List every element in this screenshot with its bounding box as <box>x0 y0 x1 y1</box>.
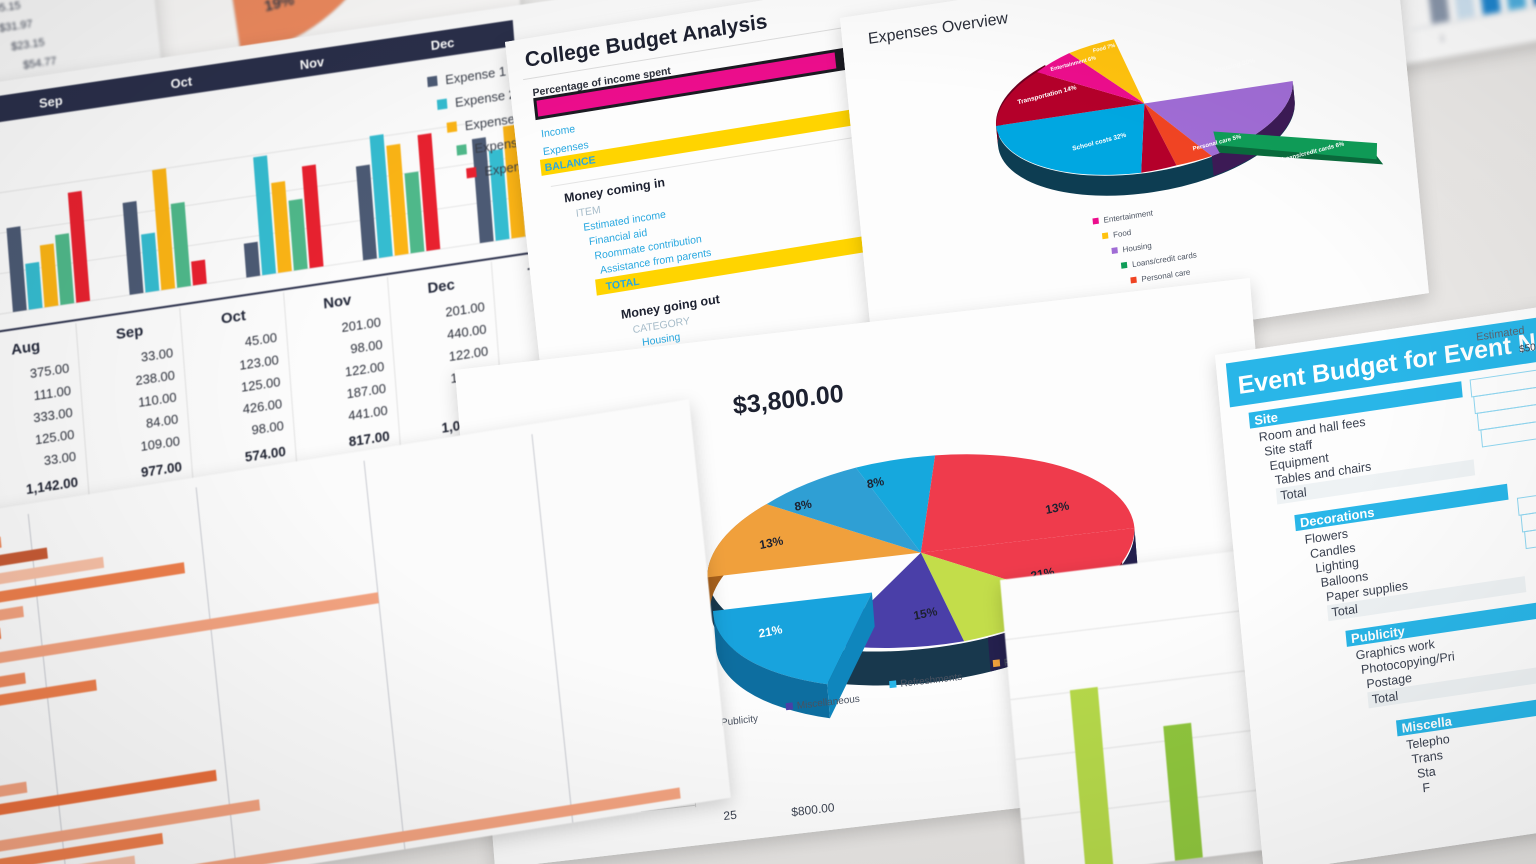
slice-label: 21% <box>757 622 783 641</box>
slice-label: 8% <box>793 496 813 513</box>
slice-program <box>707 504 921 578</box>
month-header-band: Aug Sep Oct Nov Dec <box>0 20 515 143</box>
value-cell: $23.15 <box>11 37 46 54</box>
table-cell: 201.00 <box>341 315 381 336</box>
slice-prizes <box>766 467 921 553</box>
estimated-value: $500.00 <box>1519 339 1536 355</box>
month-header: Nov <box>299 54 325 73</box>
gantt-sheet <box>0 399 731 864</box>
table-column-header: Sep <box>115 322 143 343</box>
legend-label: Housing <box>1122 241 1152 254</box>
table-cell: 109.00 <box>140 433 180 454</box>
budget-row: Balloons <box>1320 569 1369 590</box>
slice-personal-care <box>1144 103 1212 166</box>
table-column-header: Nov <box>323 292 353 313</box>
table-total-cell: 574.00 <box>244 444 286 465</box>
table-cell: 33.00 <box>43 449 76 469</box>
table-cell: 333.00 <box>33 405 73 426</box>
slice-food <box>1069 39 1145 104</box>
budget-row: Sta <box>1416 764 1436 781</box>
axis-tick-label: 25 <box>723 808 738 824</box>
budget-row: Total <box>1280 485 1307 503</box>
table-cell: 125.00 <box>241 374 281 395</box>
slice-label: 15% <box>912 604 938 623</box>
legend-label: Food <box>1113 228 1132 240</box>
slice-transportation <box>996 72 1145 126</box>
table-cell: 84.00 <box>145 411 178 431</box>
month-header: Sep <box>38 93 63 111</box>
table-cell: 111.00 <box>33 383 72 403</box>
budget-row: Total <box>1371 689 1398 707</box>
balance-row <box>539 103 890 176</box>
slice-refreshments <box>855 455 936 553</box>
month-header: Oct <box>170 73 193 91</box>
table-cell: 441.00 <box>348 403 388 424</box>
section-header: Site <box>1254 410 1279 428</box>
slice-label: Food 7% <box>1092 43 1116 55</box>
value-cell: $31.97 <box>0 18 33 35</box>
table-column-header: Dec <box>427 276 456 297</box>
table-cell: 110.00 <box>138 389 177 410</box>
slice-label: 13% <box>758 533 784 552</box>
table-cell: 98.00 <box>350 337 383 357</box>
table-cell: 123.00 <box>239 352 279 373</box>
table-cell: 98.00 <box>251 418 284 438</box>
section-header: Miscella <box>1401 713 1453 735</box>
table-column-header: Oct <box>220 307 246 328</box>
slice-loans-credit-cards-exploded <box>1213 131 1384 165</box>
table-cell: 426.00 <box>242 396 282 417</box>
budget-row: Telepho <box>1406 732 1451 752</box>
gantt-chart <box>0 399 731 864</box>
budget-row: Postage <box>1366 671 1413 692</box>
table-cell: 440.00 <box>447 321 487 342</box>
budget-row: Total <box>1331 602 1358 620</box>
table-cell: 33.00 <box>140 345 173 365</box>
table-cell: 375.00 <box>29 361 69 382</box>
table-cell: 201.00 <box>445 299 485 320</box>
legend-label: Publicity <box>721 713 759 728</box>
income-total-label: TOTAL <box>605 276 640 293</box>
slice-site-exploded <box>713 592 875 719</box>
slice-loans-gap <box>1141 103 1177 173</box>
table-cell: 122.00 <box>344 359 384 380</box>
table-cell: 187.00 <box>346 381 386 402</box>
budget-row: Candles <box>1309 541 1356 562</box>
bar <box>1163 722 1203 861</box>
table-column-header: Aug <box>11 338 41 359</box>
budget-row: Trans <box>1411 748 1443 767</box>
pie-3d: Housing 30% Personal care 5% Loans/credi… <box>996 39 1384 196</box>
table-cell: 122.00 <box>448 343 488 364</box>
budget-row: F <box>1422 780 1431 795</box>
bar <box>1069 686 1114 864</box>
value-cell: $54.77 <box>23 55 58 72</box>
budget-row: Lighting <box>1315 555 1360 575</box>
slice-housing <box>1144 81 1293 156</box>
progress-fill <box>536 52 837 117</box>
column-header: ITEM <box>575 204 601 220</box>
table-cell: 45.00 <box>244 330 277 350</box>
table-cell: 238.00 <box>135 367 175 388</box>
table-total-cell: 817.00 <box>348 429 390 450</box>
event-budget-sheet: Event Budget for Event N Estimated $500.… <box>1215 293 1536 864</box>
slice-label: 8% <box>866 474 886 491</box>
slice-decorations-b <box>920 454 1135 553</box>
event-budget-table: Event Budget for Event N Estimated $500.… <box>1215 293 1536 864</box>
budget-row: Flowers <box>1304 527 1349 547</box>
value-cell: 95.15 <box>0 0 21 15</box>
secondary-amount-label: $800.00 <box>791 800 836 819</box>
month-header: Dec <box>430 35 455 53</box>
slice-school-costs <box>996 103 1145 175</box>
slice-label: 13% <box>1044 498 1070 517</box>
slice-entertainment <box>1036 53 1145 104</box>
tick-label: 1 <box>1439 33 1445 44</box>
table-total-cell: 977.00 <box>141 459 183 480</box>
gantt-bars <box>0 536 681 864</box>
summary-label: Income <box>541 123 576 140</box>
table-cell: 125.00 <box>34 427 74 448</box>
